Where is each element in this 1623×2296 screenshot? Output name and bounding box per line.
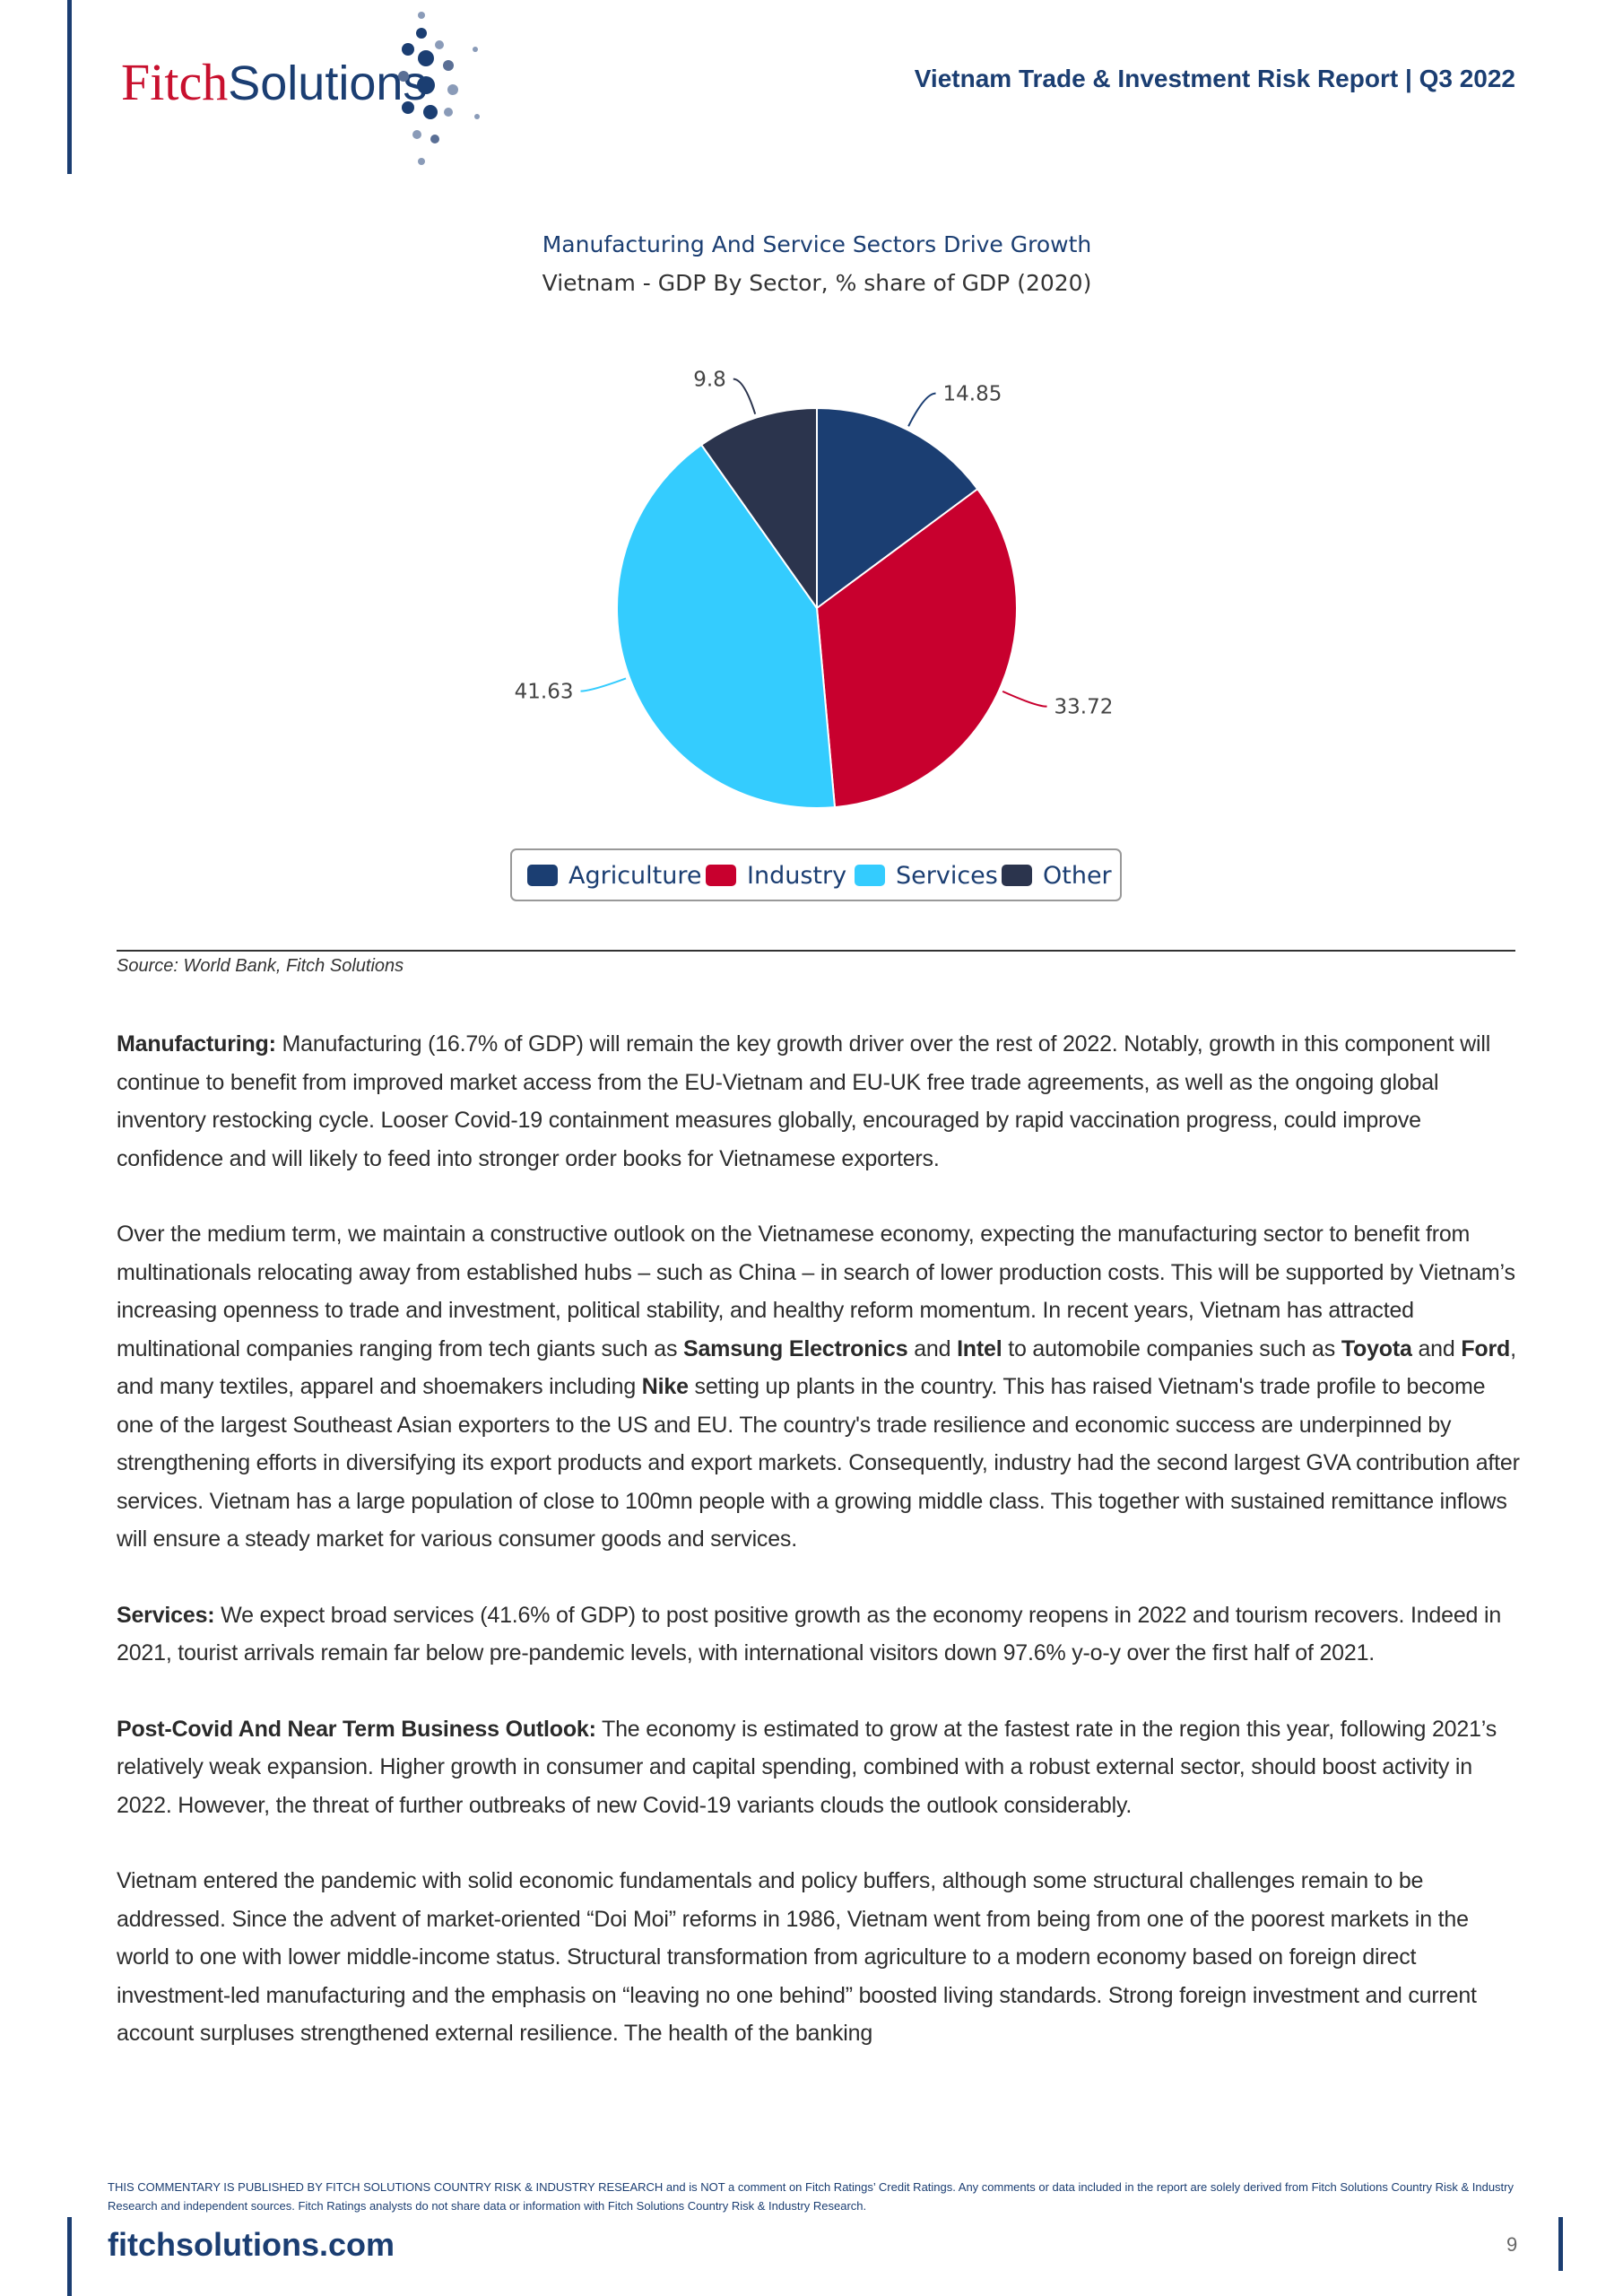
text: and [907, 1335, 958, 1361]
source-rule [117, 950, 1515, 952]
chart-title: Manufacturing And Service Sectors Drive … [542, 231, 1092, 257]
logo-solutions: Solutions [228, 57, 428, 110]
paragraph: Services: We expect broad services (41.6… [117, 1596, 1520, 1673]
text: and [1411, 1335, 1462, 1361]
text: Vietnam entered the pandemic with solid … [117, 1868, 1477, 2046]
logo: FitchSolutions [121, 52, 427, 112]
paragraph: Vietnam entered the pandemic with solid … [117, 1862, 1520, 2053]
pie-slice [815, 487, 1018, 809]
data-label: 9.8 [693, 369, 726, 392]
source: Source: World Bank, Fitch Solutions [117, 956, 404, 976]
chart-subtitle: Vietnam - GDP By Sector, % share of GDP … [542, 270, 1092, 296]
text: to automobile companies such as [1002, 1335, 1341, 1361]
leader-line [733, 378, 757, 414]
bold-text: Toyota [1341, 1335, 1412, 1361]
text: The economy is estimated to grow at the … [117, 1716, 1497, 1818]
bold-text: Intel [957, 1335, 1002, 1361]
logo-dots [398, 12, 480, 165]
paragraph: Over the medium term, we maintain a cons… [117, 1215, 1520, 1559]
disclaimer: THIS COMMENTARY IS PUBLISHED BY FITCH SO… [108, 2180, 1514, 2213]
legend-swatch [706, 865, 736, 886]
report-title: Vietnam Trade & Investment Risk Report |… [914, 65, 1515, 92]
bold-text: Services: [117, 1602, 215, 1628]
body-text: Manufacturing: Manufacturing (16.7% of G… [117, 1025, 1520, 2173]
paragraph: Manufacturing: Manufacturing (16.7% of G… [117, 1025, 1520, 1178]
pie-slice [616, 443, 837, 809]
text: Manufacturing (16.7% of GDP) will remain… [117, 1031, 1491, 1171]
bold-text: Ford [1461, 1335, 1511, 1361]
leader-line [1002, 690, 1047, 708]
pie-slice [816, 406, 979, 610]
footer-rule-left [67, 2217, 72, 2296]
legend-swatch [527, 865, 558, 886]
leader-line [580, 677, 627, 692]
data-label: 14.85 [943, 383, 1002, 406]
leader-line [907, 392, 936, 427]
bold-text: Manufacturing: [117, 1031, 276, 1057]
bold-text: Post-Covid And Near Term Business Outloo… [117, 1716, 596, 1742]
footer-rule-right [1558, 2217, 1563, 2271]
legend-label: Industry [747, 862, 846, 890]
paragraph: Post-Covid And Near Term Business Outloo… [117, 1710, 1520, 1825]
text: We expect broad services (41.6% of GDP) … [117, 1602, 1502, 1666]
text: Over the medium term, we maintain a cons… [117, 1222, 1515, 1361]
legend-box [510, 848, 1122, 901]
text: setting up plants in the country. This h… [117, 1374, 1520, 1552]
bold-text: Samsung Electronics [683, 1335, 908, 1361]
text: , and many textiles, apparel and shoemak… [117, 1335, 1516, 1400]
data-label: 41.63 [515, 681, 574, 704]
legend-label: Agriculture [568, 862, 702, 890]
footer-site: fitchsolutions.com [108, 2226, 395, 2263]
legend-swatch [855, 865, 885, 886]
legend-label: Other [1043, 862, 1113, 890]
chart: Manufacturing And Service Sectors Drive … [510, 231, 1122, 901]
legend-label: Services [896, 862, 998, 890]
bold-text: Nike [641, 1374, 689, 1399]
logo-fitch: Fitch [121, 53, 229, 111]
pie-slice [699, 406, 818, 612]
page-number: 9 [1506, 2233, 1518, 2256]
data-label: 33.72 [1055, 696, 1114, 719]
header-rule [67, 0, 72, 174]
legend-swatch [1002, 865, 1032, 886]
